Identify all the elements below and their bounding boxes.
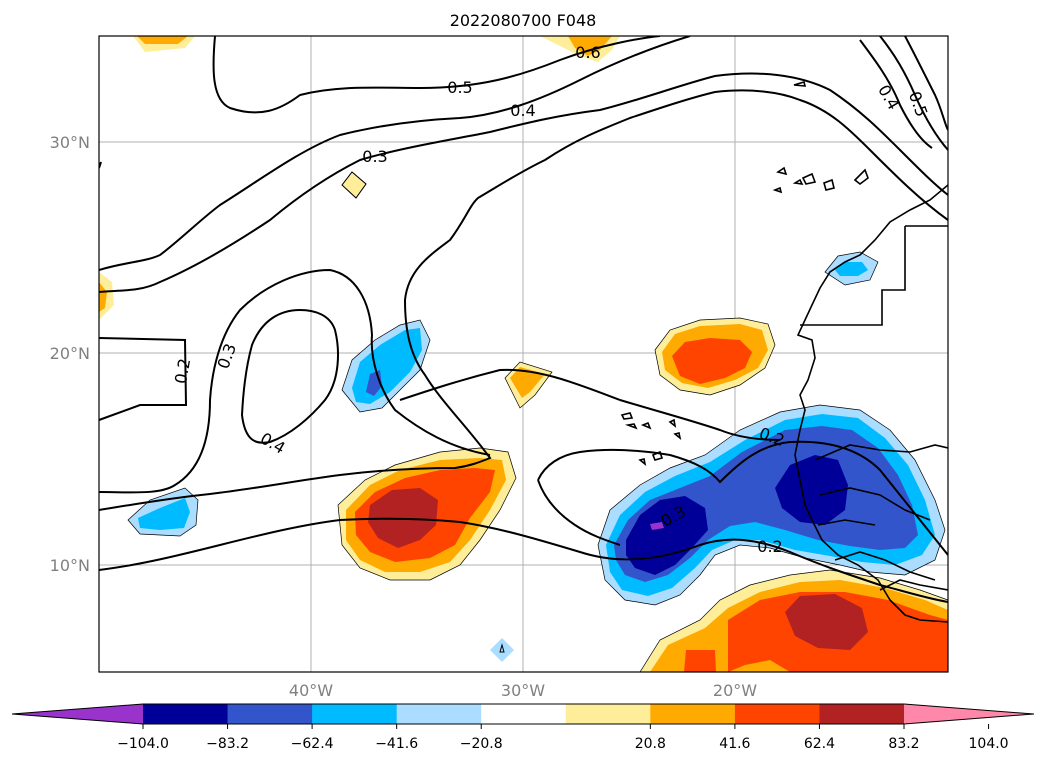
lon-label: 40°W [289,681,333,700]
lat-label: 10°N [50,556,90,575]
colorbar-tick-label: 41.6 [719,736,750,752]
colorbar-swatch [227,704,313,724]
shaded-field [99,36,948,672]
lat-label: 20°N [50,344,90,363]
colorbar-swatch [312,704,398,724]
contour-label: 0.5 [447,78,472,97]
colorbar-swatch [819,704,905,724]
lon-label: 30°W [501,681,545,700]
colorbar-tick-label: −104.0 [117,736,169,752]
colorbar-tick-label: 83.2 [888,736,919,752]
contour-label: 0.2 [757,537,782,556]
colorbar-swatch [481,704,567,724]
colorbar-swatch [565,704,651,724]
longitude-labels: 40°W 30°W 20°W [289,681,757,700]
colorbar-swatch [396,704,482,724]
lat-label: 30°N [50,133,90,152]
contour-label: 0.2 [171,357,194,385]
colorbar-tick-label: 104.0 [969,736,1009,752]
map-area: 0.5 0.4 0.3 0.6 0.4 0.5 0.2 0.3 0.4 0.2 … [99,36,948,672]
colorbar-tick-label: −20.8 [460,736,503,752]
contour-lines [99,36,948,603]
colorbar-swatch [734,704,820,724]
lon-label: 20°W [713,681,757,700]
contour-label: 0.6 [575,43,600,62]
colorbar-tick-label: 20.8 [635,736,666,752]
map-frame [98,35,949,673]
minor-contours [341,171,505,653]
colorbar-swatch [650,704,736,724]
colorbar-tick-label: −41.6 [375,736,418,752]
colorbar-tick-label: −83.2 [206,736,249,752]
colorbar-extend-high [904,704,1034,724]
map-title: 2022080700 F048 [450,11,597,30]
coastlines [620,80,948,623]
colorbar-extend-low [12,704,143,724]
shade-outlines [127,171,948,672]
colorbar-swatch [143,704,229,724]
contour-label: 0.3 [362,147,387,166]
colorbar-tick-label: −62.4 [291,736,334,752]
colorbar: −104.0 −83.2 −62.4 −41.6 −20.8 20.8 41.6 62.4 83… [11,703,1035,752]
latitude-labels: 30°N 20°N 10°N [50,133,90,575]
contour-label: 0.4 [510,101,535,120]
colorbar-tick-label: 62.4 [804,736,835,752]
